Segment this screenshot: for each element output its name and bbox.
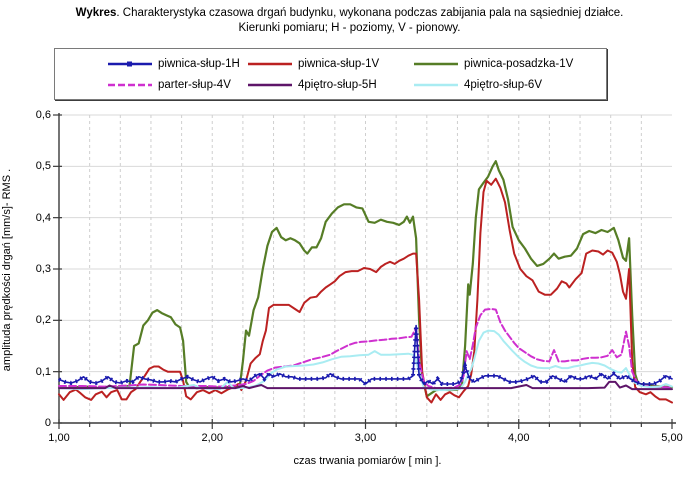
legend-label: piwnica-słup-1H [158, 57, 240, 70]
legend-item-4: 4piętro-słup-5H [247, 79, 413, 91]
legend-swatch-icon [248, 83, 292, 86]
series-line-4pi-tro-s-up-6v [58, 329, 673, 392]
y-tick-label: 0,6 [35, 109, 51, 121]
x-tick-label: 3,00 [354, 432, 377, 444]
legend-swatch-icon [248, 62, 292, 65]
y-tick-label: 0,4 [35, 211, 51, 224]
series-line-piwnica-posadzka-1v [57, 160, 674, 398]
series-line-piwnica-s-up-1h [58, 324, 673, 385]
x-tick-label: 4,00 [508, 432, 530, 444]
legend: piwnica-słup-1H piwnica-słup-1V piwnica-po… [54, 48, 607, 100]
legend-item-2: piwnica-posadzka-1V [413, 58, 600, 70]
y-tick-label: 0,3 [35, 263, 51, 275]
legend-marker [127, 61, 132, 66]
legend-swatch-icon [414, 83, 458, 86]
chart-title-prefix: Wykres [75, 7, 117, 19]
series-line-piwnica-s-up-1v [58, 177, 673, 404]
axes [53, 113, 676, 429]
legend-label: piwnica-słup-1V [298, 57, 380, 70]
y-tick-label: 0 [44, 417, 51, 429]
y-axis-title: amplituda prędkości drgań [mm/s]- RMS . [1, 168, 13, 372]
x-tick-label: 2,00 [201, 432, 223, 444]
chart-title-rest: . Charakterystyka czasowa drgań budynku,… [116, 7, 624, 19]
legend-swatch-icon [108, 83, 152, 86]
legend-swatch-icon [414, 62, 458, 65]
chart-title-line2: Kierunki pomiaru; H - poziomy, V - piono… [238, 22, 461, 34]
x-tick-label: 5,00 [661, 432, 683, 444]
chart-title: Wykres. Charakterystyka czasowa drgań bu… [0, 6, 699, 36]
series-line-parter-s-up-4v [58, 308, 673, 390]
legend-label: piwnica-posadzka-1V [464, 57, 574, 70]
legend-swatch-icon [108, 61, 152, 66]
y-tick-label: 0,2 [35, 314, 51, 327]
x-tick-label: 1,00 [48, 432, 70, 444]
legend-label: parter-słup-4V [158, 78, 231, 91]
legend-item-3: parter-słup-4V [107, 79, 247, 91]
y-tick-label: 0,1 [35, 365, 51, 378]
series-line-4pi-tro-s-up-5h [58, 380, 673, 391]
x-axis-title: czas trwania pomiarów [ min ]. [293, 455, 442, 467]
legend-label: 4piętro-słup-6V [464, 78, 542, 91]
legend-label: 4piętro-słup-5H [298, 78, 377, 91]
legend-item-5: 4piętro-słup-6V [413, 79, 600, 91]
legend-item-1: piwnica-słup-1V [247, 58, 413, 70]
y-tick-label: 0,5 [35, 160, 51, 173]
legend-item-0: piwnica-słup-1H [107, 58, 247, 70]
chart-title-line1: Wykres. Charakterystyka czasowa drgań bu… [0, 6, 699, 21]
series-group [57, 160, 674, 404]
